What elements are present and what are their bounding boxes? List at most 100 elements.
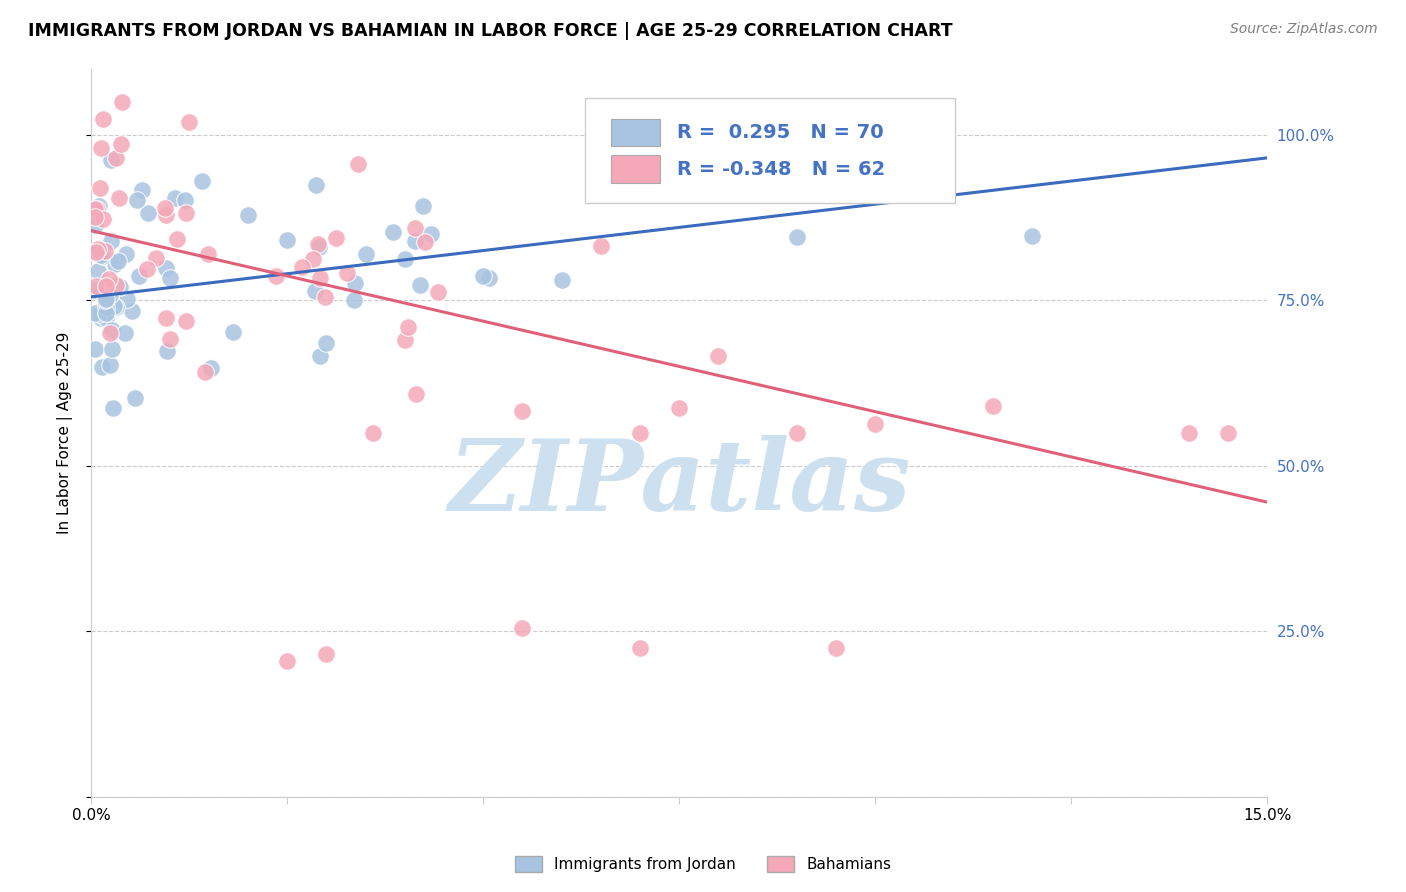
Point bbox=[86, 202, 108, 216]
Point bbox=[1177, 425, 1199, 440]
Point bbox=[101, 343, 124, 357]
Point bbox=[863, 417, 886, 431]
Point bbox=[90, 248, 112, 262]
Point bbox=[145, 252, 167, 266]
Point bbox=[309, 349, 332, 363]
Point bbox=[550, 273, 572, 287]
Point bbox=[394, 334, 416, 348]
Point bbox=[100, 153, 122, 167]
Point bbox=[276, 233, 298, 247]
Point bbox=[825, 640, 848, 655]
Point bbox=[325, 231, 347, 245]
Point bbox=[107, 254, 129, 268]
Point bbox=[155, 261, 177, 276]
Point bbox=[155, 343, 177, 358]
Point bbox=[155, 310, 177, 325]
Point bbox=[89, 199, 111, 213]
Y-axis label: In Labor Force | Age 25-29: In Labor Force | Age 25-29 bbox=[58, 332, 73, 533]
Point bbox=[1021, 229, 1043, 244]
Point bbox=[668, 116, 690, 130]
Point bbox=[176, 205, 198, 219]
Point bbox=[84, 343, 107, 357]
Point bbox=[336, 266, 359, 280]
Point bbox=[174, 193, 197, 207]
Point bbox=[236, 209, 259, 223]
Point bbox=[412, 199, 434, 213]
Text: R =  0.295   N = 70: R = 0.295 N = 70 bbox=[676, 123, 883, 142]
FancyBboxPatch shape bbox=[585, 97, 956, 203]
Point bbox=[98, 295, 121, 310]
Point bbox=[166, 232, 188, 246]
Point bbox=[84, 219, 107, 233]
FancyBboxPatch shape bbox=[612, 155, 661, 183]
Point bbox=[200, 361, 222, 376]
Point bbox=[96, 310, 118, 325]
Point bbox=[84, 245, 107, 260]
Point bbox=[89, 180, 111, 194]
Point bbox=[90, 359, 112, 374]
Point bbox=[174, 314, 197, 328]
Point bbox=[90, 310, 112, 325]
Legend: Immigrants from Jordan, Bahamians: Immigrants from Jordan, Bahamians bbox=[508, 848, 898, 880]
Point bbox=[786, 425, 808, 440]
Point bbox=[84, 245, 107, 260]
Point bbox=[115, 292, 138, 306]
Point bbox=[304, 284, 326, 298]
Text: Source: ZipAtlas.com: Source: ZipAtlas.com bbox=[1230, 22, 1378, 37]
Point bbox=[103, 299, 125, 313]
Point bbox=[84, 210, 107, 224]
Point bbox=[121, 303, 143, 318]
Point bbox=[115, 247, 138, 261]
Point bbox=[84, 279, 107, 293]
Point bbox=[105, 278, 128, 293]
Point bbox=[84, 202, 107, 216]
Point bbox=[343, 293, 366, 307]
Point bbox=[276, 654, 298, 668]
Point bbox=[124, 391, 146, 405]
Point bbox=[110, 136, 132, 151]
FancyBboxPatch shape bbox=[612, 119, 661, 146]
Point bbox=[155, 208, 177, 222]
Point bbox=[512, 621, 534, 635]
Point bbox=[127, 194, 149, 208]
Text: ZIPatlas: ZIPatlas bbox=[449, 435, 910, 532]
Point bbox=[308, 240, 330, 254]
Point bbox=[98, 326, 121, 340]
Point bbox=[396, 320, 419, 334]
Point bbox=[197, 247, 219, 261]
Point bbox=[308, 271, 330, 285]
Point bbox=[110, 95, 132, 109]
Point bbox=[87, 242, 110, 256]
Point bbox=[91, 211, 114, 226]
Point bbox=[512, 403, 534, 417]
Point bbox=[94, 300, 117, 314]
Point bbox=[191, 174, 214, 188]
Point bbox=[628, 640, 651, 655]
Point bbox=[628, 425, 651, 440]
Point bbox=[155, 201, 177, 215]
Point bbox=[100, 234, 122, 248]
Point bbox=[1216, 425, 1239, 440]
Point bbox=[361, 425, 384, 440]
Point bbox=[315, 648, 337, 662]
Point bbox=[382, 225, 405, 239]
Point bbox=[159, 271, 181, 285]
Point bbox=[404, 221, 426, 235]
Point bbox=[291, 260, 314, 274]
Point bbox=[91, 249, 114, 263]
Point bbox=[405, 387, 427, 401]
Point bbox=[94, 244, 117, 258]
Point bbox=[114, 326, 136, 340]
Point bbox=[394, 252, 416, 266]
Point bbox=[302, 252, 325, 267]
Point bbox=[89, 141, 111, 155]
Point bbox=[315, 335, 337, 350]
Point bbox=[131, 183, 153, 197]
Point bbox=[94, 306, 117, 320]
Point bbox=[159, 333, 181, 347]
Point bbox=[91, 112, 114, 126]
Point bbox=[222, 325, 245, 339]
Point bbox=[264, 268, 287, 283]
Point bbox=[981, 399, 1004, 413]
Point bbox=[98, 358, 121, 372]
